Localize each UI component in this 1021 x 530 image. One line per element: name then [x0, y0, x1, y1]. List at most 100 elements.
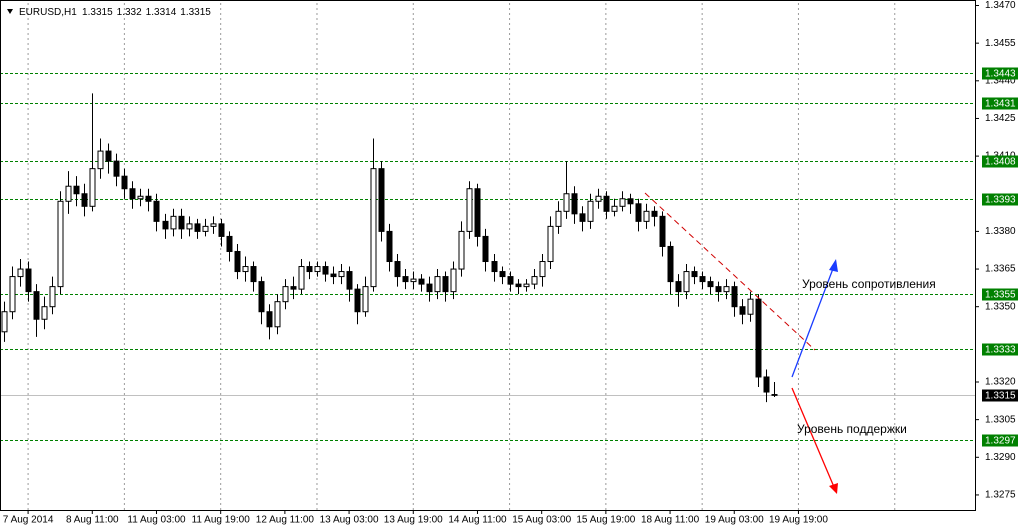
candle-body	[707, 281, 714, 288]
level-label: 1.3333	[985, 345, 1016, 356]
candle-body	[683, 271, 690, 293]
candle-body	[306, 266, 313, 273]
candle-body	[137, 195, 144, 200]
x-tick-label: 12 Aug 11:00	[256, 515, 315, 526]
candle-body	[603, 195, 610, 212]
candle-body	[290, 286, 297, 290]
candle-body	[218, 223, 225, 237]
level-label-box	[982, 193, 1018, 206]
y-tick-label: 1.3365	[985, 264, 1016, 275]
info-open: 1.3315	[82, 7, 113, 18]
candle-body	[362, 286, 369, 313]
level-label: 1.3443	[985, 69, 1016, 80]
level-label-box	[982, 67, 1018, 80]
down-arrow	[791, 387, 835, 488]
candle-body	[202, 225, 209, 232]
candle-body	[322, 266, 329, 275]
candle-body	[89, 168, 96, 207]
level-label: 1.3297	[985, 436, 1016, 447]
x-tick-label: 11 Aug 03:00	[127, 515, 186, 526]
symbol-info: EURUSD,H1 1.3315 1.332 1.3314 1.3315	[19, 7, 211, 18]
candle-body	[386, 230, 393, 263]
x-tick-label: 11 Aug 19:00	[192, 515, 251, 526]
level-label-box	[982, 434, 1018, 447]
candle-body	[635, 203, 642, 222]
candle-body	[466, 188, 473, 232]
candle-body	[667, 245, 674, 283]
level-label: 1.3355	[985, 290, 1016, 301]
up-arrow	[791, 265, 835, 378]
x-tick-label: 14 Aug 11:00	[448, 515, 507, 526]
candle-body	[394, 261, 401, 278]
candle-body	[731, 286, 738, 308]
level-label: 1.3393	[985, 195, 1016, 206]
candle-body	[627, 198, 634, 205]
candle-body	[370, 168, 377, 288]
candle-body	[145, 195, 152, 202]
y-tick-label: 1.3425	[985, 113, 1016, 124]
candle-body	[170, 215, 177, 230]
candle-body	[234, 250, 241, 273]
candle-body	[442, 276, 449, 293]
candle-body	[579, 213, 586, 222]
candle-body	[611, 205, 618, 212]
y-tick-label: 1.3455	[985, 38, 1016, 49]
x-tick-label: 15 Aug 19:00	[576, 515, 635, 526]
candle-body	[314, 266, 321, 273]
y-tick-label: 1.3350	[985, 301, 1016, 312]
candle-body	[402, 276, 409, 283]
candle-body	[258, 281, 265, 313]
y-tick-label: 1.3470	[985, 0, 1016, 11]
candle-body	[81, 193, 88, 207]
candle-body	[274, 301, 281, 328]
candle-body	[474, 188, 481, 237]
annotation: Уровень сопротивления	[802, 277, 936, 291]
y-tick-label: 1.3440	[985, 75, 1016, 86]
x-tick-label: 7 Aug 2014	[3, 515, 54, 526]
candle-body	[298, 266, 305, 290]
candle-body	[434, 276, 441, 293]
candle-body	[739, 306, 746, 315]
menu-triangle	[7, 9, 13, 14]
candle-body	[458, 230, 465, 270]
candle-body	[619, 198, 626, 207]
y-tick-label: 1.3275	[985, 490, 1016, 501]
candle-body	[338, 271, 345, 278]
levels	[0, 73, 975, 441]
candle-body	[418, 278, 425, 285]
candle-body	[410, 278, 417, 283]
x-tick-label: 19 Aug 19:00	[769, 515, 828, 526]
candle-body	[531, 276, 538, 285]
candle-body	[491, 261, 498, 273]
candle-body	[747, 298, 754, 315]
candle-body	[771, 394, 778, 396]
candle-body	[330, 273, 337, 278]
candle-body	[507, 276, 514, 285]
candle-body	[378, 168, 385, 232]
down-arrow-head	[829, 483, 838, 494]
candle-body	[250, 266, 257, 283]
x-tick-label: 19 Aug 03:00	[705, 515, 764, 526]
x-tick-label: 13 Aug 03:00	[320, 515, 379, 526]
level-label-box	[982, 97, 1018, 110]
price-label-box	[982, 389, 1018, 402]
candle-body	[659, 215, 666, 247]
x-tick-label: 18 Aug 11:00	[641, 515, 700, 526]
candle-body	[129, 188, 136, 200]
candles	[1, 93, 778, 403]
candle-body	[17, 268, 24, 278]
price-label: 1.3315	[985, 391, 1016, 402]
candle-body	[49, 286, 56, 308]
candle-body	[539, 261, 546, 278]
up-arrow-head	[829, 259, 838, 272]
candle-body	[482, 235, 489, 263]
level-label: 1.3408	[985, 157, 1016, 168]
candle-body	[194, 223, 201, 232]
info-high: 1.332	[117, 7, 142, 18]
candle-body	[105, 150, 112, 162]
candle-body	[57, 200, 64, 288]
level-label: 1.3431	[985, 99, 1016, 110]
